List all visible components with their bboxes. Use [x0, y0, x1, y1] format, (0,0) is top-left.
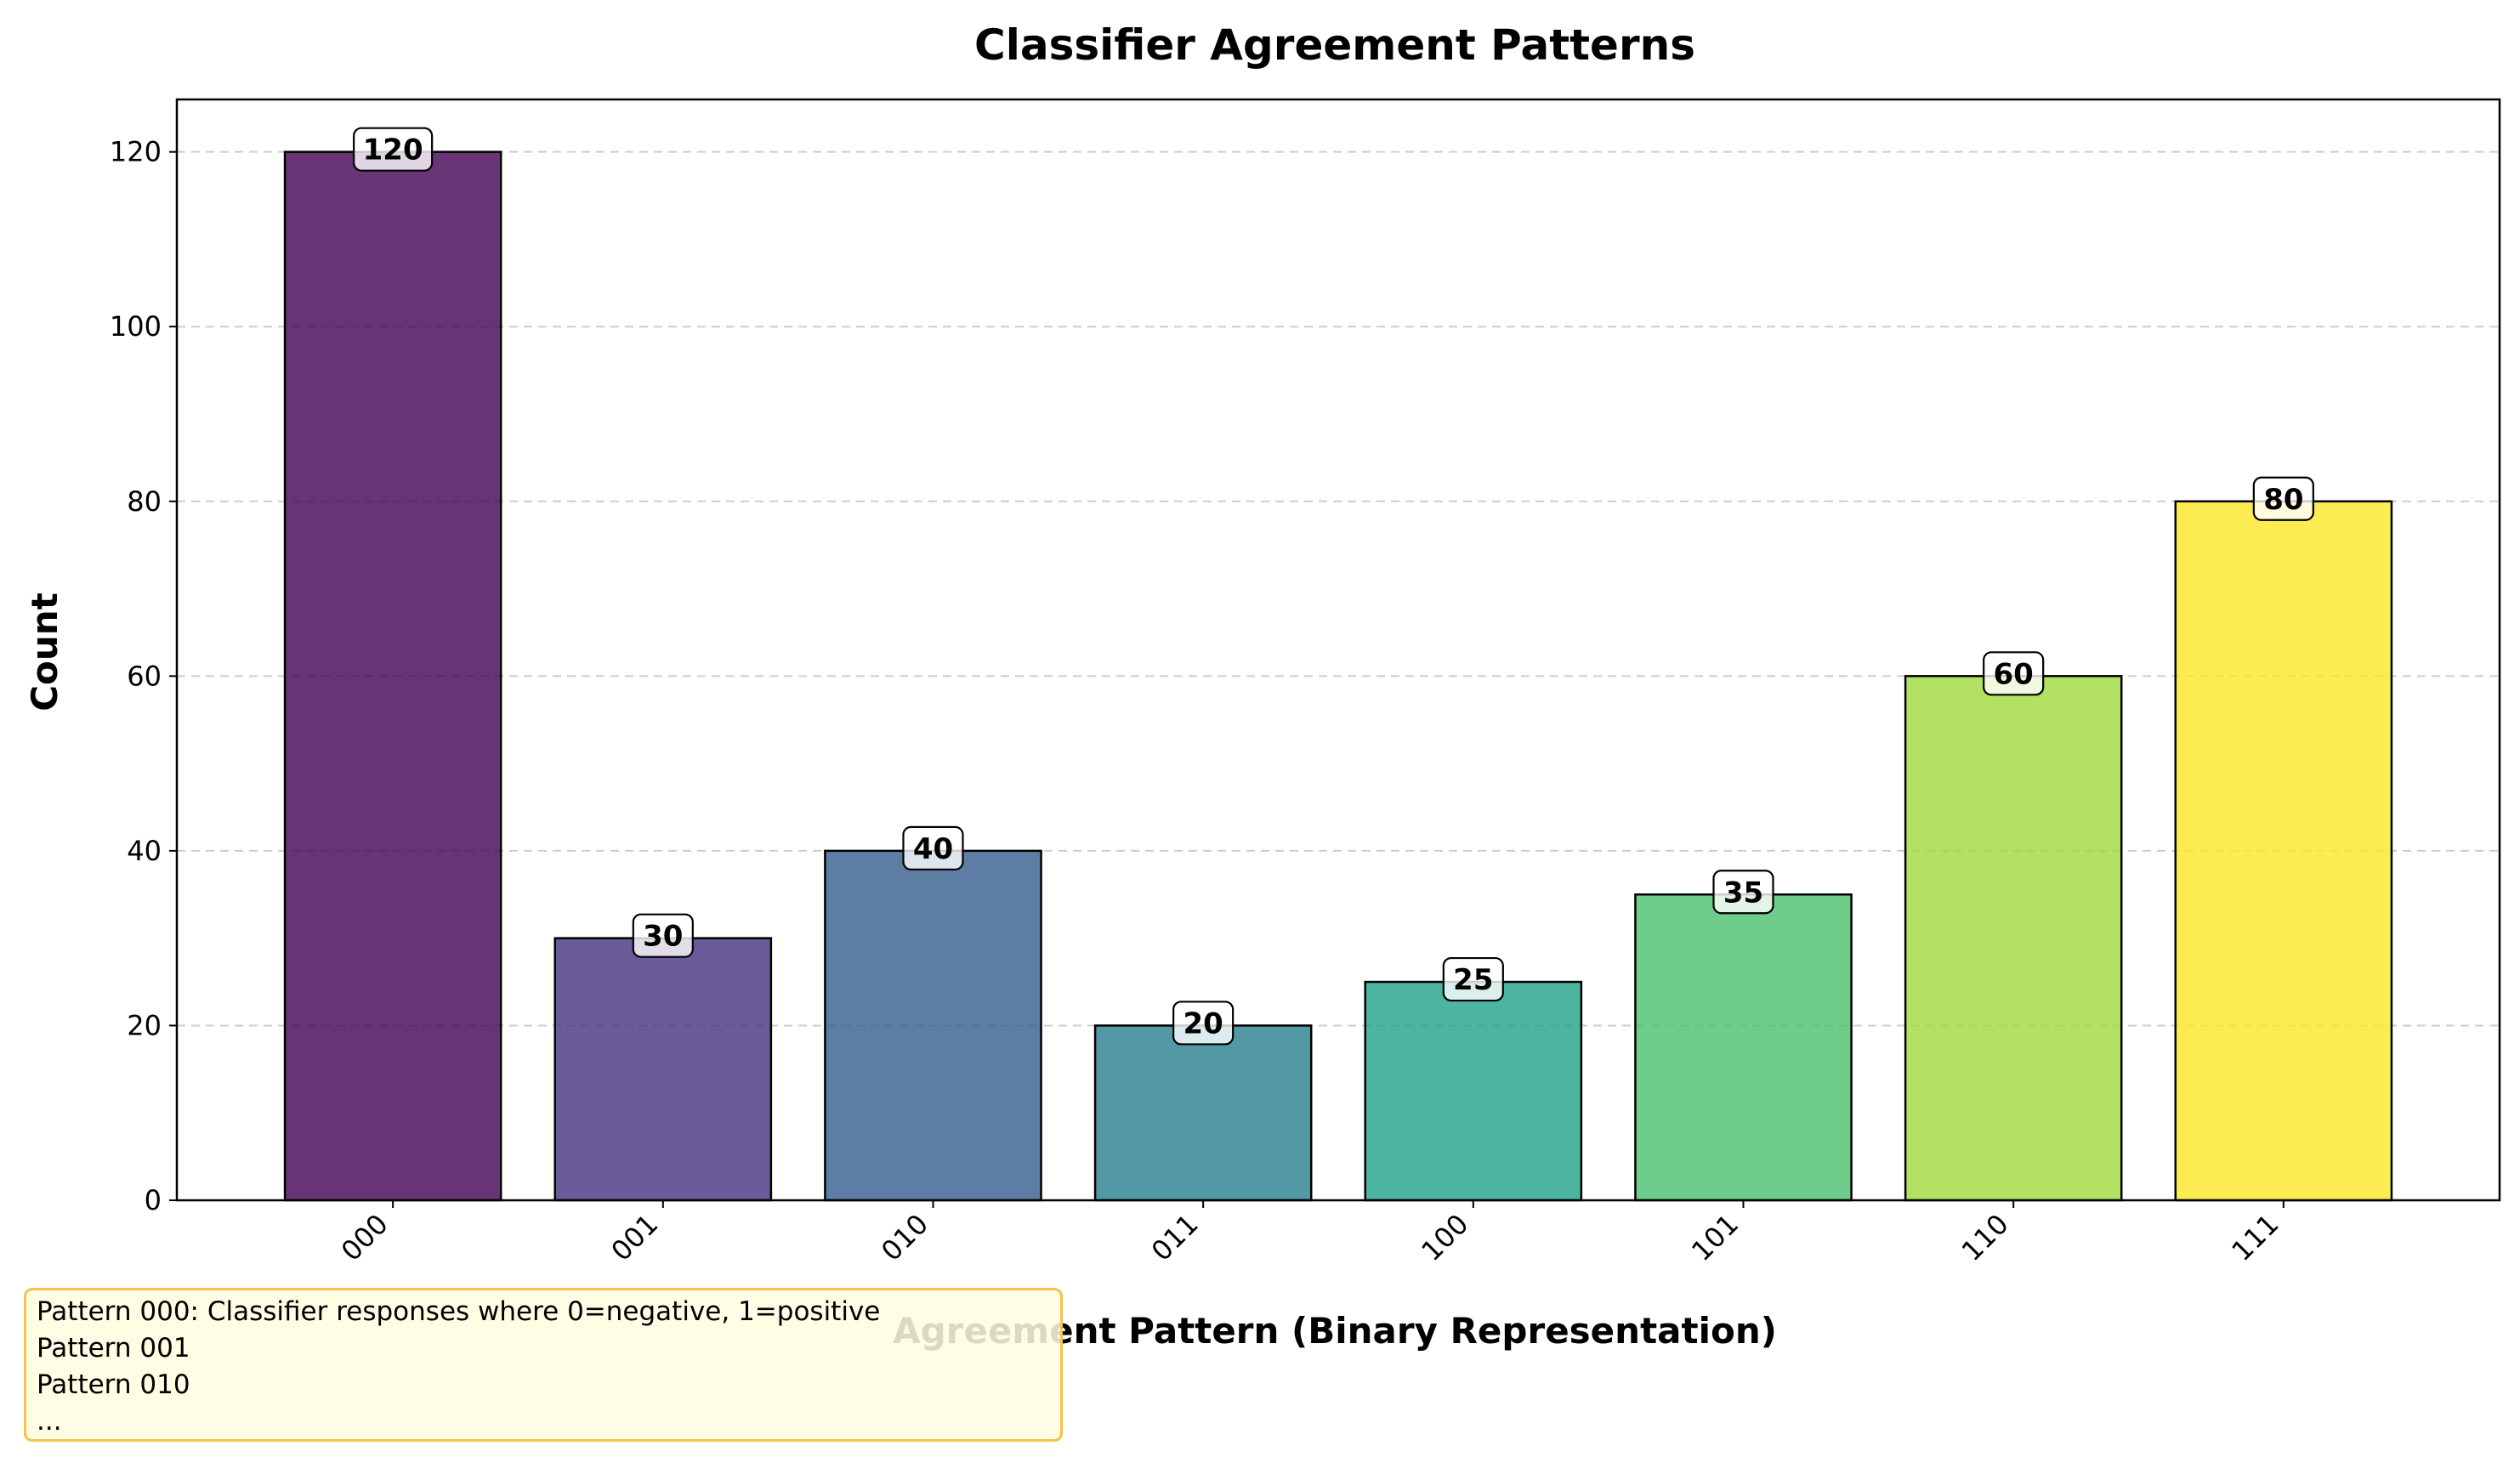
data-label-010: 40 [913, 832, 953, 866]
x-tick-label-000: 000 [335, 1208, 394, 1267]
y-axis-ticks: 0 20 40 60 80 100 120 [110, 136, 177, 1216]
data-label-011: 20 [1183, 1006, 1223, 1040]
y-tick-label: 100 [110, 310, 162, 343]
note-line: ... [37, 1406, 62, 1437]
x-tick-label-001: 001 [604, 1208, 664, 1267]
data-label-box [353, 127, 434, 172]
x-tick-label-111: 111 [2225, 1208, 2284, 1267]
bar-111 [2174, 500, 2393, 1202]
bar-000 [283, 150, 502, 1202]
bar-101 [1634, 893, 1853, 1202]
data-label-000: 120 [363, 133, 423, 167]
plot-frame [175, 98, 2501, 1202]
x-tick-label-011: 011 [1145, 1208, 1205, 1267]
bar-011 [1093, 1024, 1313, 1202]
data-label-101: 35 [1723, 876, 1763, 910]
data-label-box [632, 913, 694, 958]
bar-010 [824, 849, 1042, 1202]
data-label-box [1983, 651, 2045, 696]
x-tick-label-110: 110 [1955, 1208, 2015, 1267]
y-axis-title: Count [24, 592, 65, 711]
data-label-001: 30 [643, 920, 683, 954]
y-tick-label: 20 [127, 1009, 162, 1041]
bar-110 [1904, 675, 2123, 1202]
x-tick-label-100: 100 [1415, 1208, 1474, 1267]
x-axis-ticks: 000 001 010 011 100 101 110 111 [335, 1200, 2285, 1267]
data-label-box [902, 825, 964, 870]
data-label-111: 80 [2263, 483, 2303, 517]
data-label-box [1712, 870, 1774, 915]
x-tick-label-101: 101 [1685, 1208, 1745, 1267]
chart-title: Classifier Agreement Patterns [974, 20, 1695, 70]
x-tick-label-010: 010 [875, 1208, 934, 1267]
y-tick-label: 60 [127, 660, 162, 692]
data-label-box [1442, 956, 1504, 1002]
y-tick-label: 40 [127, 835, 162, 867]
y-tick-label: 120 [110, 136, 162, 168]
bars [283, 150, 2393, 1202]
data-label-box [1172, 1001, 1234, 1046]
data-label-110: 60 [1994, 657, 2034, 691]
note-line: Pattern 001 [37, 1333, 190, 1363]
data-labels: 120 30 40 20 25 35 60 80 [353, 127, 2314, 1046]
grid-lines [177, 150, 2500, 1027]
pattern-note-box: Pattern 000: Classifier responses where … [24, 1288, 1063, 1442]
note-line: Pattern 010 [37, 1369, 190, 1400]
bar-001 [553, 937, 773, 1202]
data-label-box [2252, 476, 2314, 521]
bar-100 [1364, 980, 1583, 1202]
data-label-100: 25 [1453, 963, 1493, 997]
note-line: Pattern 000: Classifier responses where … [37, 1296, 881, 1327]
y-tick-label: 0 [145, 1184, 162, 1216]
y-tick-label: 80 [127, 485, 162, 518]
